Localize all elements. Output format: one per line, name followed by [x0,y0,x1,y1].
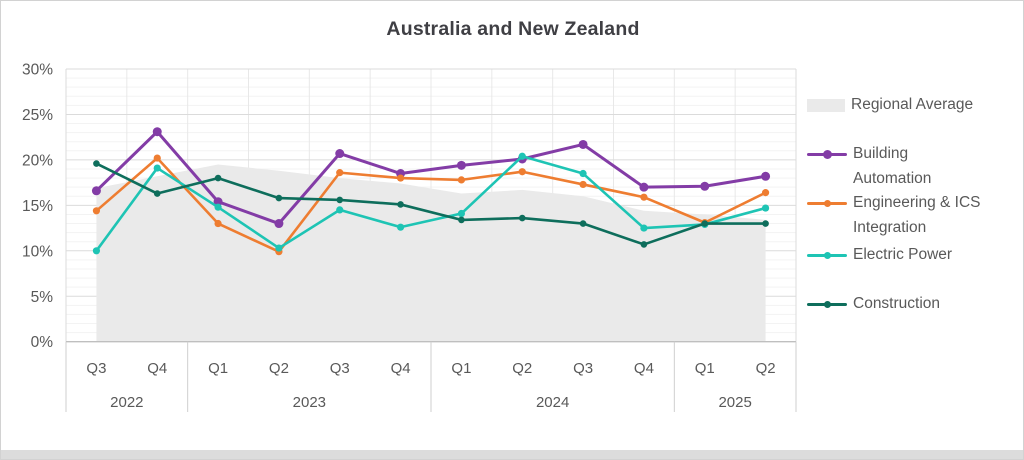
legend-label-line: Regional Average [851,96,974,113]
svg-text:Q1: Q1 [451,360,471,377]
svg-text:Q1: Q1 [208,360,228,377]
svg-text:Q4: Q4 [634,360,654,377]
legend-label-line: Electric Power [853,246,953,263]
legend-label: Regional Average [851,93,973,118]
svg-text:Q2: Q2 [512,360,532,377]
svg-text:Q3: Q3 [86,360,106,377]
svg-text:2024: 2024 [536,394,569,411]
svg-text:25%: 25% [22,107,53,124]
legend-item-building-automation: Building Automation [807,142,931,191]
svg-text:Q2: Q2 [756,360,776,377]
svg-text:5%: 5% [31,289,54,306]
svg-text:Q3: Q3 [573,360,593,377]
svg-text:10%: 10% [22,243,53,260]
construction-line-swatch [807,292,847,316]
legend-label-line: Engineering & ICS [853,194,981,211]
svg-text:Q2: Q2 [269,360,289,377]
svg-text:20%: 20% [22,152,53,169]
electric-power-line-swatch [807,243,847,267]
legend-item-electric-power: Electric Power [807,243,952,268]
chart-title: Australia and New Zealand [386,18,640,40]
legend-label: Building Automation [853,142,931,191]
svg-text:2025: 2025 [718,394,751,411]
svg-text:15%: 15% [22,198,53,215]
legend-item-engineering-ics-integration: Engineering & ICS Integration [807,191,981,240]
legend-label-line: Construction [853,295,941,312]
legend-label: Electric Power [853,243,952,268]
legend-item-construction: Construction [807,292,940,317]
legend-label-line: Integration [853,218,927,236]
svg-text:Q1: Q1 [695,360,715,377]
svg-text:2022: 2022 [110,394,143,411]
building-automation-line-swatch [807,142,847,166]
svg-text:2023: 2023 [293,394,326,411]
legend-label: Construction [853,292,940,317]
chart-legend: Regional Average Building Automation Eng… [807,1,1019,421]
regional-average-area-swatch [807,99,845,112]
legend-label: Engineering & ICS Integration [853,191,981,240]
engineering-ics-line-swatch [807,191,847,215]
svg-text:Q4: Q4 [391,360,411,377]
svg-text:Q4: Q4 [147,360,167,377]
svg-text:Q3: Q3 [330,360,350,377]
svg-text:0%: 0% [31,334,54,351]
svg-text:30%: 30% [22,62,53,79]
legend-item-regional-average: Regional Average [807,93,973,118]
window-bottom-border [1,450,1023,459]
legend-label-line: Building [853,145,909,162]
legend-label-line: Automation [853,169,932,187]
